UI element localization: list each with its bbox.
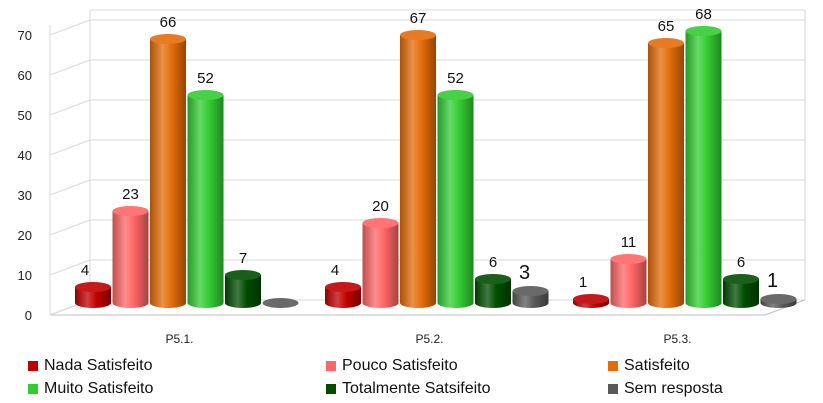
legend-item: Nada Satisfeito xyxy=(28,355,326,377)
legend-label: Totalmente Satsifeito xyxy=(342,380,491,397)
bar xyxy=(610,254,647,308)
legend-item: Muito Satisfeito xyxy=(28,378,326,400)
data-label: 11 xyxy=(621,234,637,251)
data-label: 52 xyxy=(447,70,464,87)
data-label: 1 xyxy=(579,274,587,291)
data-label: 4 xyxy=(331,262,339,279)
y-tick-label: 40 xyxy=(18,148,32,163)
bar xyxy=(225,270,261,308)
legend-item: Totalmente Satsifeito xyxy=(326,378,608,400)
bar xyxy=(362,218,399,308)
data-label: 3 xyxy=(519,262,530,284)
legend-swatch xyxy=(608,384,618,394)
y-tick-label: 30 xyxy=(18,188,32,203)
bar xyxy=(187,90,224,308)
data-label: 65 xyxy=(658,18,675,35)
data-label: 6 xyxy=(489,254,497,271)
data-label: 52 xyxy=(197,70,214,87)
legend-label: Satisfeito xyxy=(624,357,690,374)
y-tick-label: 10 xyxy=(18,268,32,283)
legend-swatch xyxy=(326,384,336,394)
legend-label: Muito Satisfeito xyxy=(44,380,154,397)
data-label: 20 xyxy=(372,198,389,215)
y-tick-label: 70 xyxy=(18,28,32,43)
x-axis-categories: P5.1. P5.2. P5.3. xyxy=(165,332,691,346)
y-tick-label: 20 xyxy=(18,228,32,243)
legend-label: Nada Satisfeito xyxy=(44,357,153,374)
bar xyxy=(262,298,299,308)
legend-swatch xyxy=(28,384,38,394)
legend-swatch xyxy=(28,361,38,371)
data-label: 4 xyxy=(81,262,89,279)
bar xyxy=(400,30,436,308)
x-category-label: P5.2. xyxy=(415,332,443,346)
legend-label: Sem resposta xyxy=(624,380,723,397)
legend: Nada Satisfeito Pouco Satisfeito Satisfeit… xyxy=(28,355,818,400)
bar xyxy=(437,90,474,308)
legend-label: Pouco Satisfeito xyxy=(342,357,458,374)
data-label: 6 xyxy=(737,254,745,271)
bar xyxy=(512,286,549,308)
bar xyxy=(685,26,722,308)
bar xyxy=(112,206,149,308)
y-tick-label: 0 xyxy=(25,308,32,323)
bar xyxy=(648,38,684,308)
bar xyxy=(325,282,361,308)
x-category-label: P5.3. xyxy=(663,332,691,346)
y-tick-label: 60 xyxy=(18,68,32,83)
bars xyxy=(75,26,797,308)
bar xyxy=(75,282,111,308)
data-label: 1 xyxy=(767,270,778,292)
data-label: 7 xyxy=(239,250,247,267)
bar xyxy=(760,294,797,308)
legend-swatch xyxy=(608,361,618,371)
data-label: 67 xyxy=(410,10,427,27)
legend-item: Pouco Satisfeito xyxy=(326,355,608,377)
bar xyxy=(150,34,186,308)
bar xyxy=(573,294,609,308)
legend-item: Satisfeito xyxy=(608,355,818,377)
data-label: 68 xyxy=(695,6,712,23)
legend-item: Sem resposta xyxy=(608,378,818,400)
bar xyxy=(723,274,759,308)
x-category-label: P5.1. xyxy=(165,332,193,346)
legend-swatch xyxy=(326,361,336,371)
bar xyxy=(475,274,511,308)
y-axis-ticks: 0 10 20 30 40 50 60 70 xyxy=(18,28,32,323)
data-label: 23 xyxy=(122,186,139,203)
y-tick-label: 50 xyxy=(18,108,32,123)
data-label: 66 xyxy=(160,14,177,31)
